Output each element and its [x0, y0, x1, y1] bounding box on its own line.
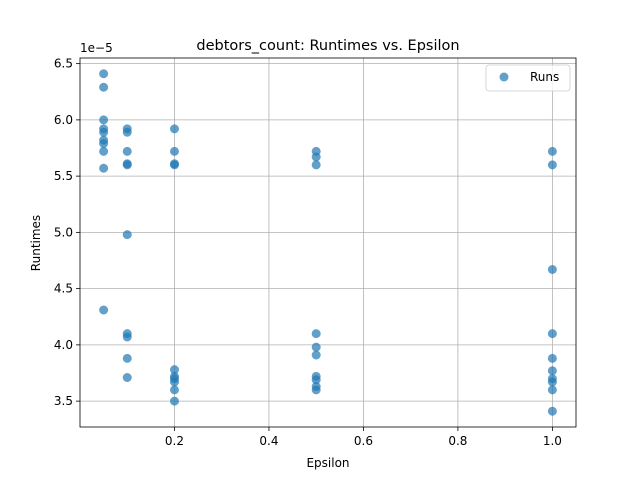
y-axis-label: Runtimes — [29, 215, 43, 271]
data-point — [99, 115, 109, 125]
x-axis-label: Epsilon — [306, 456, 349, 470]
data-point — [547, 329, 557, 339]
y-axis-offset-label: 1e−5 — [80, 41, 113, 55]
data-point — [311, 385, 321, 395]
data-points — [99, 69, 557, 416]
data-point — [122, 353, 132, 363]
data-point — [99, 69, 109, 79]
data-point — [169, 124, 179, 134]
y-tick-label: 4.0 — [54, 338, 73, 352]
data-point — [122, 373, 132, 382]
y-tick-label: 6.5 — [54, 57, 73, 71]
data-point — [99, 163, 109, 173]
data-point — [122, 127, 132, 137]
data-point — [311, 342, 321, 352]
x-tick-label: 0.6 — [354, 434, 373, 448]
data-point — [547, 366, 557, 376]
data-point — [169, 396, 179, 406]
data-point — [169, 146, 179, 156]
data-point — [122, 146, 132, 156]
data-point — [311, 350, 321, 360]
chart-title: debtors_count: Runtimes vs. Epsilon — [196, 38, 459, 54]
grid-lines — [80, 58, 576, 427]
data-point — [547, 265, 557, 274]
data-point — [169, 365, 179, 375]
y-tick-label: 5.0 — [54, 225, 73, 239]
data-point — [99, 127, 109, 137]
data-point — [169, 385, 179, 395]
x-tick-label: 0.8 — [448, 434, 467, 448]
data-point — [547, 353, 557, 363]
data-point — [547, 160, 557, 170]
legend: Runs — [485, 64, 571, 92]
x-tick-label: 0.2 — [165, 434, 184, 448]
legend-marker — [499, 72, 509, 82]
y-tick-label: 6.0 — [54, 113, 73, 127]
data-point — [547, 406, 557, 416]
x-axis-ticks: 0.2 0.4 0.6 0.8 1.0 — [165, 427, 562, 448]
data-point — [311, 329, 321, 339]
data-point — [122, 160, 132, 170]
data-point — [169, 160, 179, 170]
data-point — [311, 375, 321, 385]
y-axis-ticks: 3.5 4.0 4.5 5.0 5.5 6.0 6.5 — [54, 57, 80, 408]
legend-box — [485, 64, 571, 92]
x-tick-label: 1.0 — [543, 434, 562, 448]
data-point — [311, 152, 321, 162]
data-point — [169, 377, 179, 387]
plot-frame — [79, 57, 577, 428]
data-point — [122, 332, 132, 342]
y-tick-label: 5.5 — [54, 169, 73, 183]
data-point — [99, 146, 109, 156]
data-point — [99, 82, 109, 92]
x-tick-label: 0.4 — [259, 434, 278, 448]
y-tick-label: 4.5 — [54, 282, 73, 296]
legend-label: Runs — [530, 70, 559, 84]
data-point — [99, 139, 109, 148]
y-tick-label: 3.5 — [54, 394, 73, 408]
data-point — [547, 146, 557, 156]
data-point — [122, 230, 132, 240]
data-point — [547, 377, 557, 387]
data-point — [547, 385, 557, 395]
data-point — [311, 160, 321, 170]
data-point — [99, 305, 109, 315]
